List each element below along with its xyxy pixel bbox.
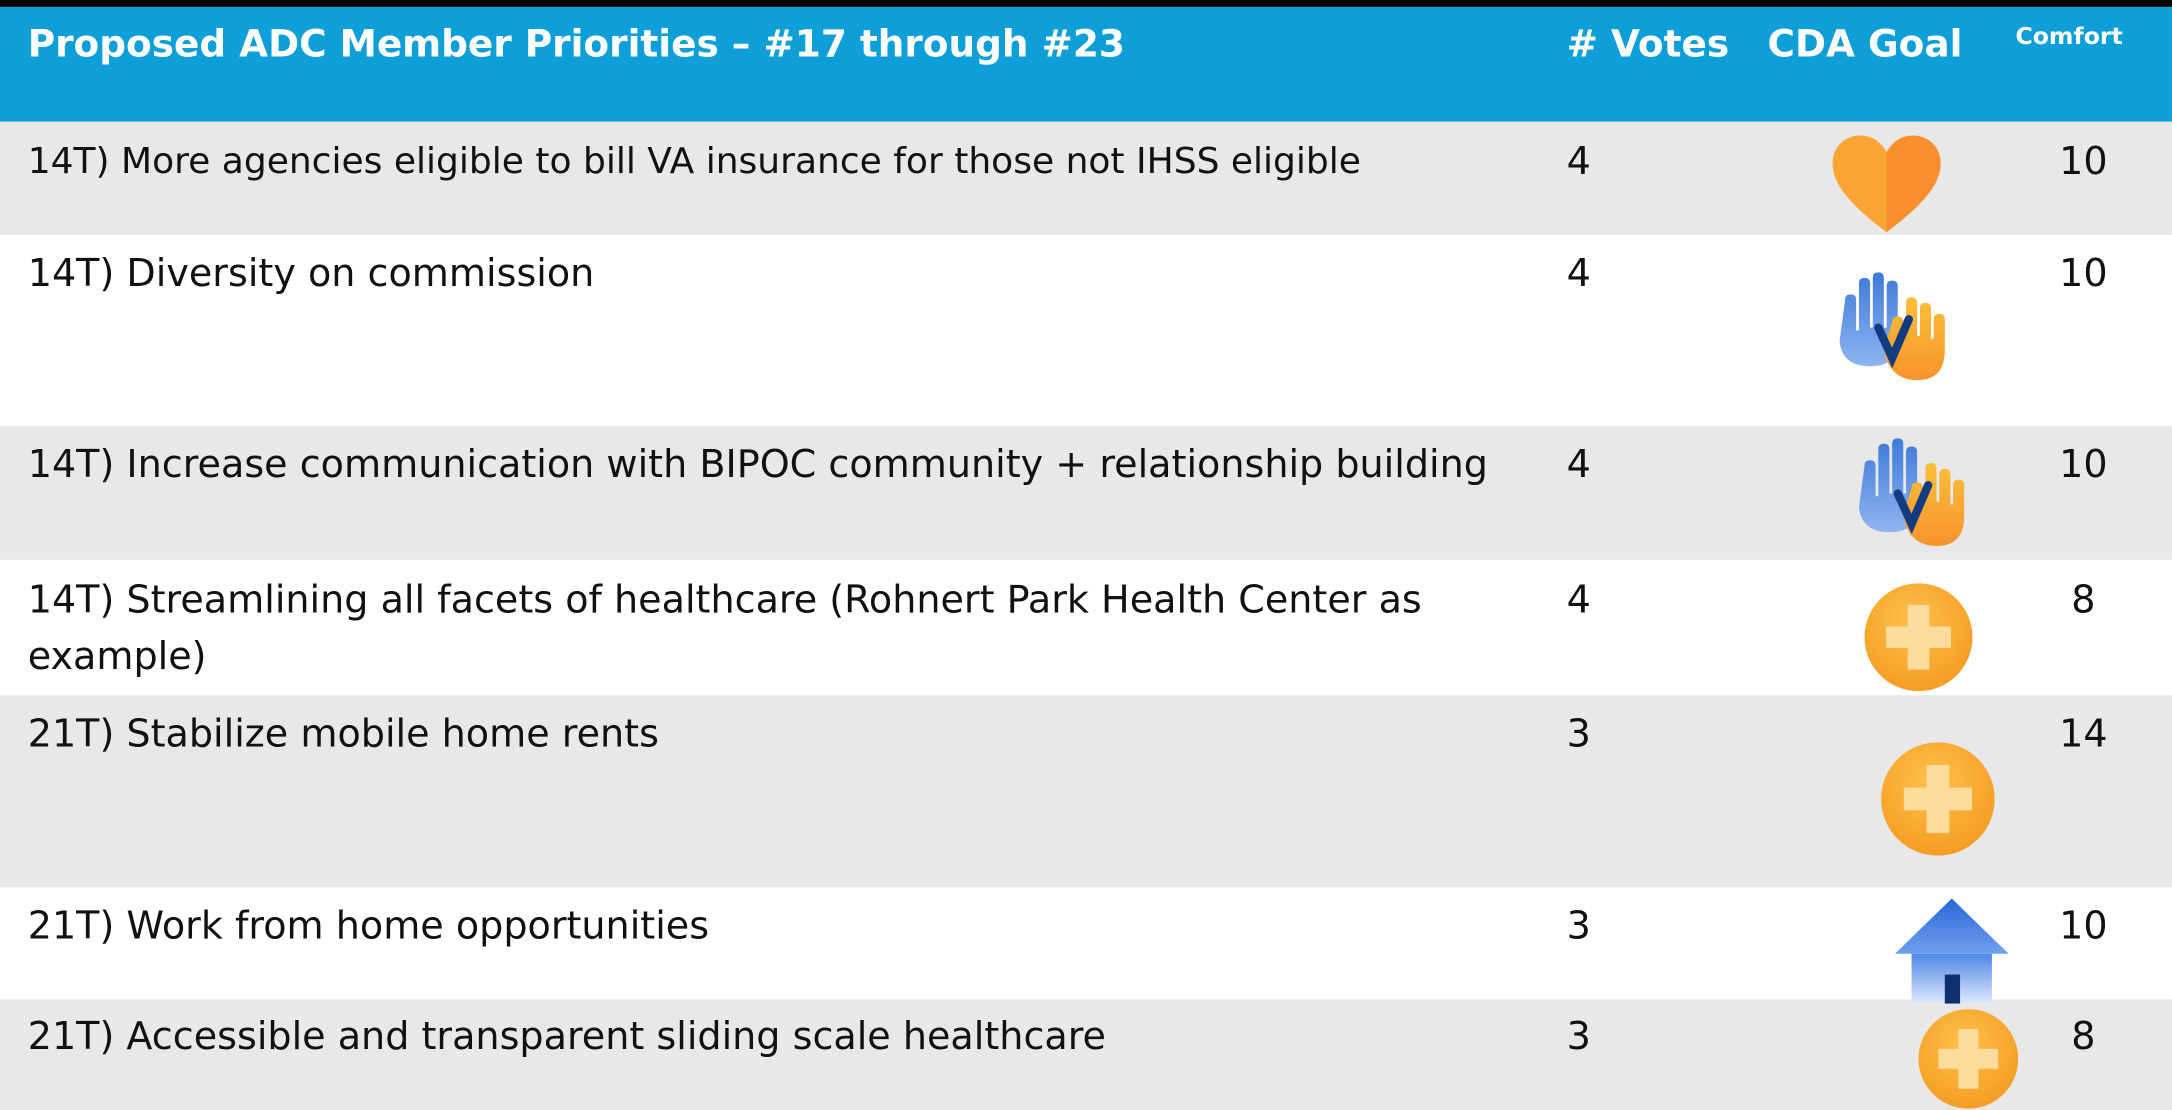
plus-icon bbox=[1881, 742, 1995, 855]
house-icon bbox=[1894, 898, 2009, 1004]
header-title: Proposed ADC Member Priorities – #17 thr… bbox=[27, 23, 1125, 67]
comfort-cell: 10 bbox=[2059, 904, 2108, 949]
column-header: Comfort bbox=[2015, 23, 2123, 52]
votes-cell: 3 bbox=[1566, 904, 1591, 949]
comfort-cell: 8 bbox=[2071, 577, 2096, 623]
header-bar bbox=[0, 6, 2172, 122]
priority-text: 21T) Accessible and transparent sliding … bbox=[27, 1014, 1106, 1059]
comfort-cell: 10 bbox=[2059, 139, 2108, 184]
table-row bbox=[0, 999, 2172, 1110]
votes-cell: 3 bbox=[1566, 711, 1591, 757]
comfort-cell: 14 bbox=[2059, 711, 2108, 757]
table-row bbox=[0, 425, 2172, 560]
priority-text: 14T) Streamlining all facets of healthca… bbox=[27, 577, 1422, 679]
priority-text: 21T) Work from home opportunities bbox=[27, 904, 710, 949]
top-rule bbox=[0, 0, 2172, 7]
priority-text: 14T) More agencies eligible to bill VA i… bbox=[27, 140, 1361, 183]
priority-text: 14T) Increase communication with BIPOC c… bbox=[27, 442, 1488, 487]
comfort-cell: 10 bbox=[2059, 442, 2108, 487]
plus-icon bbox=[1864, 583, 1972, 691]
votes-cell: 4 bbox=[1566, 442, 1591, 487]
hands-icon bbox=[1840, 272, 1951, 383]
table-row bbox=[0, 695, 2172, 888]
comfort-cell: 8 bbox=[2071, 1014, 2096, 1059]
plus-icon bbox=[1919, 1009, 2019, 1109]
priority-text: 21T) Stabilize mobile home rents bbox=[27, 711, 659, 757]
table-row bbox=[0, 121, 2172, 235]
priority-text: 14T) Diversity on commission bbox=[27, 251, 595, 296]
votes-cell: 4 bbox=[1566, 139, 1591, 184]
column-header: CDA Goal bbox=[1767, 23, 1963, 67]
comfort-cell: 10 bbox=[2059, 251, 2108, 296]
column-header: # Votes bbox=[1566, 23, 1730, 67]
votes-cell: 4 bbox=[1566, 577, 1591, 623]
hands-icon bbox=[1859, 438, 1970, 549]
heart-icon bbox=[1832, 135, 1941, 233]
votes-cell: 4 bbox=[1566, 251, 1591, 296]
votes-cell: 3 bbox=[1566, 1014, 1591, 1059]
